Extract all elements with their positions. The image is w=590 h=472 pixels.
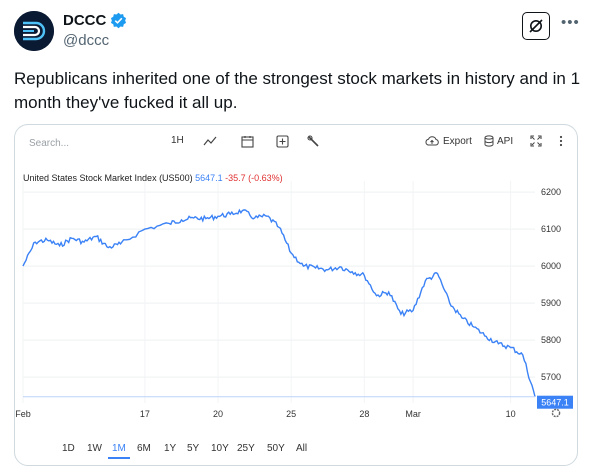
api-label: API [497, 135, 514, 147]
export-label: Export [443, 135, 472, 147]
chart-card[interactable]: Search... 1H Export API United States [14, 124, 578, 466]
calendar-icon[interactable] [241, 135, 254, 148]
price-change: -35.7 (-0.63%) [225, 173, 283, 183]
export-button[interactable]: Export [424, 135, 472, 147]
line-style-icon[interactable] [203, 135, 219, 147]
chart-title: United States Stock Market Index (US500) [23, 173, 193, 183]
grok-icon [529, 19, 543, 33]
display-name[interactable]: DCCC [63, 12, 107, 29]
last-price-badge [537, 395, 573, 409]
active-period-underline [108, 457, 130, 459]
more-vertical-icon[interactable] [559, 135, 563, 147]
line-chart[interactable]: 6200 6100 6000 5900 5800 5700 Feb 17 20 25 28 Mar 10… [15, 181, 578, 437]
database-icon [484, 135, 494, 147]
period-1w[interactable]: 1W [87, 443, 102, 454]
period-5y[interactable]: 5Y [187, 443, 200, 454]
x-tick-label: 10 [506, 409, 516, 419]
period-25y[interactable]: 25Y [237, 443, 255, 454]
chart-settings-icon[interactable] [551, 408, 561, 418]
avatar[interactable] [14, 11, 54, 51]
tweet-text: Republicans inherited one of the stronge… [14, 69, 581, 112]
settings-wrench-icon[interactable] [307, 135, 320, 148]
period-1y[interactable]: 1Y [164, 443, 177, 454]
y-tick-label: 5900 [541, 298, 561, 308]
add-indicator-icon[interactable] [276, 135, 289, 148]
period-all[interactable]: All [296, 443, 308, 454]
chart-toolbar: Search... 1H Export API [15, 125, 577, 161]
x-tick-label: 28 [359, 409, 369, 419]
period-6m[interactable]: 6M [137, 443, 151, 454]
cloud-export-icon [425, 136, 439, 146]
api-button[interactable]: API [484, 135, 513, 147]
x-tick-label: 20 [213, 409, 223, 419]
y-tick-label: 6000 [541, 261, 561, 271]
x-tick-label: 25 [286, 409, 296, 419]
y-tick-label: 6100 [541, 224, 561, 234]
us500-series-line[interactable] [22, 208, 536, 397]
period-10y[interactable]: 10Y [211, 443, 229, 454]
period-selector: 1D 1W 1M 6M 1Y 5Y 10Y 25Y 50Y All [15, 437, 577, 465]
period-50y[interactable]: 50Y [267, 443, 285, 454]
more-options-icon[interactable]: ••• [561, 14, 580, 31]
y-tick-label: 5800 [541, 335, 561, 345]
name-row: DCCC [63, 12, 127, 29]
tweet-header: DCCC @dccc ••• [0, 0, 590, 60]
grok-button[interactable] [522, 12, 550, 40]
last-price-label: 5647.1 [541, 398, 569, 408]
period-1m[interactable]: 1M [112, 443, 126, 454]
chart-title-row: United States Stock Market Index (US500)… [23, 173, 283, 183]
gear-icon [551, 408, 561, 418]
fullscreen-icon[interactable] [530, 135, 542, 147]
x-tick-label: 17 [140, 409, 150, 419]
interval-selector[interactable]: 1H [171, 135, 184, 146]
verified-badge-icon [110, 12, 127, 29]
current-price: 5647.1 [195, 173, 223, 183]
chart-search-input[interactable]: Search... [29, 138, 70, 149]
x-tick-label: Feb [15, 409, 31, 419]
y-tick-label: 6200 [541, 187, 561, 197]
account-handle[interactable]: @dccc [63, 32, 110, 49]
y-tick-label: 5700 [541, 372, 561, 382]
x-tick-label: Mar [405, 409, 421, 419]
period-1d[interactable]: 1D [62, 443, 75, 454]
